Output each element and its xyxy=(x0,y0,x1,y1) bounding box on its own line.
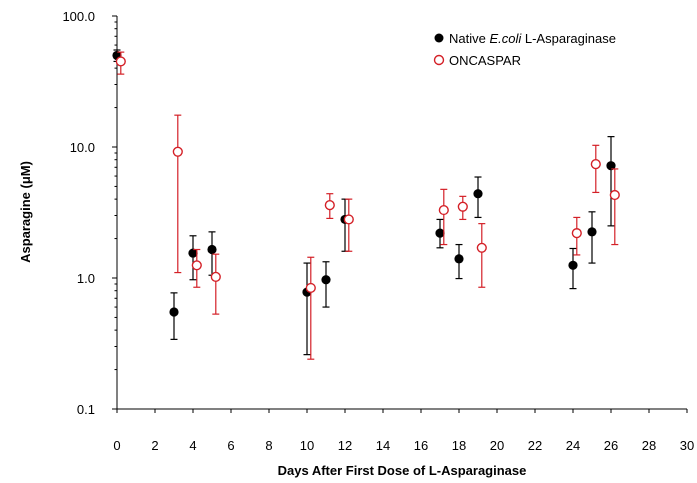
y-tick-label: 10.0 xyxy=(70,140,95,155)
x-tick-label: 24 xyxy=(566,438,580,453)
x-tick-label: 20 xyxy=(490,438,504,453)
data-point xyxy=(305,282,316,294)
x-tick-label: 10 xyxy=(300,438,314,453)
x-tick-label: 12 xyxy=(338,438,352,453)
x-axis-ticks: 0 2 4 6 8 10 12 14 16 18 20 22 24 26 28 30 xyxy=(113,409,694,453)
x-tick-label: 2 xyxy=(151,438,158,453)
x-tick-label: 0 xyxy=(113,438,120,453)
y-tick-label: 100.0 xyxy=(62,9,95,24)
x-tick-label: 26 xyxy=(604,438,618,453)
data-point xyxy=(438,204,449,216)
data-point xyxy=(473,189,483,199)
data-point xyxy=(324,200,335,211)
data-point xyxy=(188,248,198,258)
data-point xyxy=(457,201,468,212)
data-point xyxy=(435,228,445,238)
legend-label-native-prefix: Native xyxy=(449,31,489,46)
y-tick-label: 1.0 xyxy=(77,271,95,286)
data-point xyxy=(321,275,331,285)
x-axis-title: Days After First Dose of L-Asparaginase xyxy=(278,463,527,478)
y-tick-label: 0.1 xyxy=(77,402,95,417)
x-tick-label: 4 xyxy=(189,438,196,453)
y-axis-title: Asparagine (μM) xyxy=(18,161,33,263)
x-tick-label: 6 xyxy=(227,438,234,453)
axes xyxy=(116,16,687,410)
data-point xyxy=(476,242,487,253)
legend: Native E.coli L-Asparaginase ONCASPAR xyxy=(433,31,616,68)
legend-marker-oncaspar xyxy=(433,54,445,66)
x-tick-label: 16 xyxy=(414,438,428,453)
data-point xyxy=(587,227,597,237)
legend-marker-native xyxy=(434,33,444,43)
x-tick-label: 22 xyxy=(528,438,542,453)
data-point xyxy=(169,307,179,317)
legend-label-native-italic: E.coli xyxy=(489,31,522,46)
legend-label-native-suffix: L-Asparaginase xyxy=(521,31,616,46)
legend-label-native: Native E.coli L-Asparaginase xyxy=(449,31,616,46)
x-tick-label: 8 xyxy=(265,438,272,453)
y-axis-ticks: 0.1 1.0 10.0 100.0 xyxy=(62,9,117,417)
data-point xyxy=(454,254,464,264)
x-tick-label: 18 xyxy=(452,438,466,453)
series-native-ecoli xyxy=(112,49,616,356)
x-tick-label: 28 xyxy=(642,438,656,453)
data-point xyxy=(606,161,616,171)
data-point xyxy=(590,159,601,170)
data-point xyxy=(207,244,217,255)
data-point xyxy=(343,214,354,225)
data-point xyxy=(609,189,620,201)
data-point xyxy=(191,260,202,271)
data-point xyxy=(172,146,183,157)
data-point xyxy=(210,271,221,282)
x-tick-label: 14 xyxy=(376,438,390,453)
data-point xyxy=(571,228,582,239)
legend-label-oncaspar: ONCASPAR xyxy=(449,53,521,68)
x-tick-label: 30 xyxy=(680,438,694,453)
series-oncaspar xyxy=(115,51,620,360)
data-point xyxy=(568,260,578,270)
data-series xyxy=(112,49,620,360)
data-point xyxy=(115,56,126,67)
